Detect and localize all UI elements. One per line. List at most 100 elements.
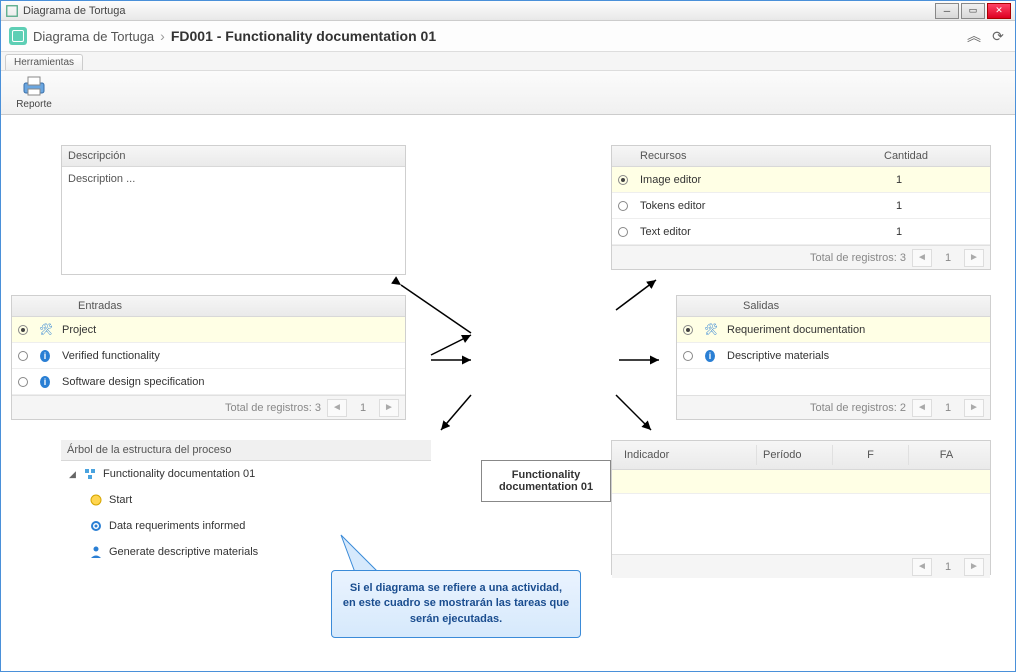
description-header-label: Descripción — [68, 150, 125, 162]
indicator-footer: ◄ 1 ► — [612, 554, 990, 578]
minimize-button[interactable]: ─ — [935, 3, 959, 19]
printer-icon — [20, 75, 48, 97]
callout: Si el diagrama se refiere a una activida… — [331, 570, 581, 638]
tree-header-label: Árbol de la estructura del proceso — [67, 444, 231, 456]
tool-icon: 🛠 — [40, 324, 52, 336]
resources-col-name: Recursos — [640, 150, 884, 162]
outputs-col: Salidas — [743, 300, 779, 312]
pager-prev[interactable]: ◄ — [912, 249, 932, 267]
info-icon: i — [40, 376, 50, 388]
pager-next[interactable]: ► — [379, 399, 399, 417]
table-row[interactable]: Image editor 1 — [612, 167, 990, 193]
inputs-total: Total de registros: 3 — [225, 402, 321, 414]
maximize-button[interactable]: ▭ — [961, 3, 985, 19]
radio-icon[interactable] — [683, 325, 693, 335]
pager-prev[interactable]: ◄ — [912, 558, 932, 576]
radio-icon[interactable] — [18, 325, 28, 335]
report-button[interactable]: Reporte — [9, 75, 59, 110]
breadcrumb: Diagrama de Tortuga › FD001 - Functional… — [1, 21, 1015, 52]
tree-root-label: Functionality documentation 01 — [103, 468, 255, 480]
tree-item[interactable]: Start — [61, 487, 431, 513]
collapse-icon[interactable]: ◢ — [69, 469, 79, 480]
indicator-header: Indicador Período F FA — [612, 441, 990, 470]
table-row[interactable]: Text editor 1 — [612, 219, 990, 245]
resources-footer: Total de registros: 3 ◄ 1 ► — [612, 245, 990, 269]
ribbon: Reporte — [1, 71, 1015, 115]
info-icon: i — [705, 350, 715, 362]
tree-panel: Árbol de la estructura del proceso ◢ Fun… — [61, 440, 431, 565]
pager-prev[interactable]: ◄ — [912, 399, 932, 417]
callout-text: Si el diagrama se refiere a una activida… — [343, 582, 569, 625]
indicator-col-3: FA — [909, 445, 984, 465]
outputs-body: 🛠 Requeriment documentation i Descriptiv… — [677, 317, 990, 395]
radio-icon[interactable] — [683, 351, 693, 361]
indicator-col-2: F — [833, 445, 909, 465]
resources-panel: Recursos Cantidad Image editor 1 Tokens … — [611, 145, 991, 270]
radio-icon[interactable] — [18, 351, 28, 361]
resources-col-qty: Cantidad — [884, 150, 984, 162]
description-panel: Descripción Description ... — [61, 145, 406, 275]
resource-qty: 1 — [890, 174, 990, 186]
tree-header: Árbol de la estructura del proceso — [61, 440, 431, 461]
table-row[interactable]: i Descriptive materials — [677, 343, 990, 369]
table-row[interactable]: i Software design specification — [12, 369, 405, 395]
window-buttons: ─ ▭ ✕ — [935, 3, 1011, 19]
output-name: Descriptive materials — [721, 350, 990, 362]
description-header: Descripción — [62, 146, 405, 167]
pager-page: 1 — [938, 252, 958, 264]
tab-tools[interactable]: Herramientas — [5, 54, 83, 70]
description-text: Description ... — [62, 167, 405, 191]
tree-item-label: Data requeriments informed — [109, 520, 245, 532]
indicator-col-0: Indicador — [618, 445, 757, 465]
outputs-footer: Total de registros: 2 ◄ 1 ► — [677, 395, 990, 419]
output-name: Requeriment documentation — [721, 324, 990, 336]
radio-icon[interactable] — [18, 377, 28, 387]
resources-total: Total de registros: 3 — [810, 252, 906, 264]
input-name: Project — [56, 324, 405, 336]
pager-page: 1 — [938, 561, 958, 573]
tree-item-label: Generate descriptive materials — [109, 546, 258, 558]
breadcrumb-separator: › — [160, 28, 165, 44]
outputs-header: Salidas — [677, 296, 990, 317]
input-name: Software design specification — [56, 376, 405, 388]
center-node-label: Functionality documentation 01 — [499, 469, 593, 493]
tree-item[interactable]: Data requeriments informed — [61, 513, 431, 539]
inputs-header: Entradas — [12, 296, 405, 317]
indicator-col-1: Período — [757, 445, 833, 465]
breadcrumb-icon — [9, 27, 27, 45]
tree-item[interactable]: Generate descriptive materials — [61, 539, 431, 565]
radio-icon[interactable] — [618, 201, 628, 211]
collapse-up-icon[interactable]: ︽ — [965, 27, 983, 45]
app-icon — [5, 4, 19, 18]
pager-next[interactable]: ► — [964, 249, 984, 267]
resources-body: Image editor 1 Tokens editor 1 Text edit… — [612, 167, 990, 245]
resource-qty: 1 — [890, 200, 990, 212]
refresh-icon[interactable]: ⟳ — [989, 27, 1007, 45]
breadcrumb-root[interactable]: Diagrama de Tortuga — [33, 29, 154, 44]
table-row — [612, 470, 990, 494]
table-row[interactable]: i Verified functionality — [12, 343, 405, 369]
tree-item-label: Start — [109, 494, 132, 506]
input-name: Verified functionality — [56, 350, 405, 362]
radio-icon[interactable] — [618, 175, 628, 185]
tool-icon: 🛠 — [705, 324, 717, 336]
titlebar: Diagrama de Tortuga ─ ▭ ✕ — [1, 1, 1015, 21]
inputs-footer: Total de registros: 3 ◄ 1 ► — [12, 395, 405, 419]
close-button[interactable]: ✕ — [987, 3, 1011, 19]
resource-name: Image editor — [634, 174, 890, 186]
table-row[interactable]: 🛠 Project — [12, 317, 405, 343]
pager-next[interactable]: ► — [964, 399, 984, 417]
resource-name: Tokens editor — [634, 200, 890, 212]
gear-icon — [89, 519, 103, 533]
radio-icon[interactable] — [618, 227, 628, 237]
pager-prev[interactable]: ◄ — [327, 399, 347, 417]
start-icon — [89, 493, 103, 507]
tree-root[interactable]: ◢ Functionality documentation 01 — [61, 461, 431, 487]
inputs-body: 🛠 Project i Verified functionality i Sof… — [12, 317, 405, 395]
outputs-panel: Salidas 🛠 Requeriment documentation i De… — [676, 295, 991, 420]
report-label: Reporte — [16, 99, 52, 110]
table-row[interactable]: 🛠 Requeriment documentation — [677, 317, 990, 343]
table-row[interactable]: Tokens editor 1 — [612, 193, 990, 219]
table-row — [677, 369, 990, 395]
pager-next[interactable]: ► — [964, 558, 984, 576]
